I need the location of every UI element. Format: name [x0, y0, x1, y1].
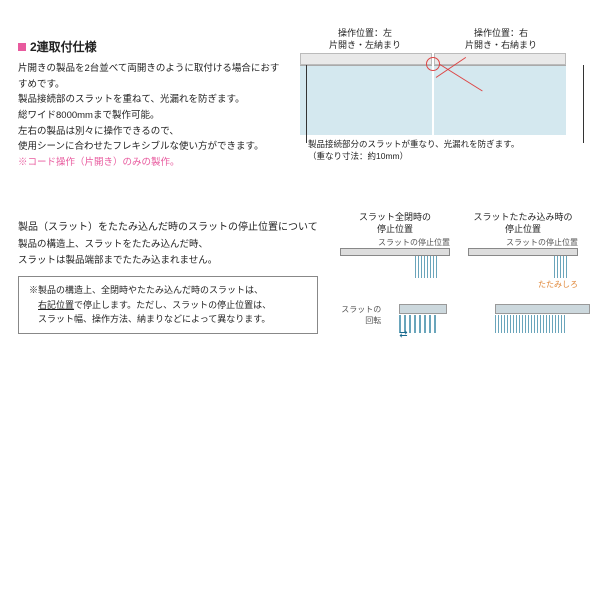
p: 使用シーンに合わせたフレキシブルな使い方ができます。	[18, 139, 286, 155]
rail	[495, 304, 590, 314]
caption: 製品接続部分のスラットが重なり、光漏れを防ぎます。 （重なり寸法：約10mm）	[308, 139, 590, 163]
lbl: スラットたたみ込み時の停止位置	[468, 212, 578, 235]
title-row: 2連取付仕様	[18, 38, 286, 55]
square-icon	[18, 43, 26, 51]
section-body: 製品の構造上、スラットをたたみ込んだ時、 スラットは製品端部までたたみ込まれませ…	[18, 237, 318, 268]
n: スラット幅、操作方法、納まりなどによって異なります。	[29, 312, 307, 326]
rail	[399, 304, 447, 314]
blind-left	[300, 65, 432, 135]
diagram-2: スラット全閉時の停止位置 スラットの停止位置 スラットたたみ込み時の停止位置 ス…	[340, 212, 590, 340]
sub-heading: 製品（スラット）をたたみ込んだ時のスラットの停止位置について	[18, 218, 318, 233]
note-box: ※製品の構造上、全閉時やたたみ込んだ時のスラットは、 右記位置で停止します。ただ…	[18, 276, 318, 333]
mini: たたみしろ	[468, 279, 578, 290]
lbl: スラット全閉時の停止位置	[340, 212, 450, 235]
cord	[583, 65, 584, 143]
mini: スラットの停止位置	[340, 237, 450, 248]
note-red: ※コード操作（片開き）のみの製作。	[18, 155, 286, 171]
section-body: 片開きの製品を2台並べて両開きのように取付ける場合におすすめです。 製品接続部の…	[18, 61, 286, 171]
p: 総ワイド8000mmまで製作可能。	[18, 108, 286, 124]
rail-top	[340, 248, 450, 256]
p: 製品の構造上、スラットをたたみ込んだ時、	[18, 237, 318, 253]
rotation-open	[495, 304, 590, 333]
blind-right	[434, 65, 566, 135]
p: 左右の製品は別々に操作できるので、	[18, 124, 286, 140]
rail-top	[468, 248, 578, 256]
cord	[306, 65, 307, 143]
lbl: 操作位置：右片開き・右納まり	[436, 28, 566, 51]
section-title: 2連取付仕様	[30, 38, 97, 55]
p: 片開きの製品を2台並べて両開きのように取付ける場合におすすめです。	[18, 61, 286, 92]
n: ※製品の構造上、全閉時やたたみ込んだ時のスラットは、	[29, 283, 307, 297]
p: スラットは製品端部までたたみ込まれません。	[18, 253, 318, 269]
section-1: 2連取付仕様 片開きの製品を2台並べて両開きのように取付ける場合におすすめです。…	[18, 38, 286, 171]
n: 右記位置で停止します。ただし、スラットの停止位置は、	[29, 298, 307, 312]
slat-row	[468, 256, 578, 278]
slat-row	[340, 256, 450, 278]
lbl: 操作位置：左片開き・左納まり	[300, 28, 430, 51]
headrail	[300, 53, 432, 65]
p: 製品接続部のスラットを重ねて、光漏れを防ぎます。	[18, 92, 286, 108]
mini: スラットの回転	[340, 304, 381, 326]
diagram-1: 操作位置：左片開き・左納まり 操作位置：右片開き・右納まり 製品接続部分のスラッ…	[300, 28, 590, 163]
mini: スラットの停止位置	[468, 237, 578, 248]
rotation-closed: ⇄	[399, 304, 447, 340]
section-2: 製品（スラット）をたたみ込んだ時のスラットの停止位置について 製品の構造上、スラ…	[18, 218, 318, 334]
